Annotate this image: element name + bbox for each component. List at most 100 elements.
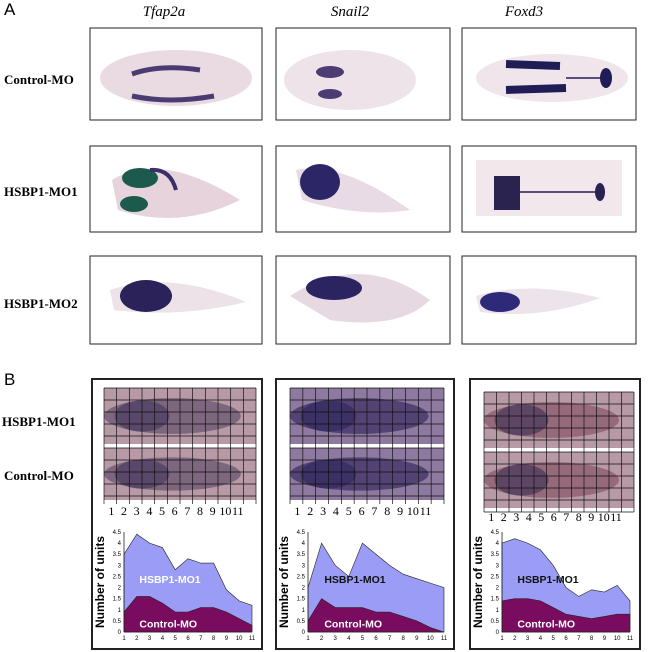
grid-number: 6 [550, 510, 557, 524]
x-tick-label: 3 [526, 636, 530, 642]
grid-number: 8 [197, 504, 203, 518]
x-tick-label: 11 [627, 636, 634, 642]
y-tick-label: 0 [496, 630, 500, 636]
embryo-image-mo1-foxd3 [461, 145, 637, 233]
y-tick-label: 3.5 [113, 552, 122, 558]
x-tick-label: 2 [135, 636, 139, 642]
x-tick-label: 2 [513, 636, 517, 642]
embryo-image-mo2-snail2 [275, 255, 451, 345]
x-tick-label: 1 [122, 636, 126, 642]
grid-number: 10 [597, 510, 610, 524]
x-tick-label: 9 [415, 636, 419, 642]
y-tick-label: 3 [496, 563, 500, 569]
grid-number: 3 [513, 510, 520, 524]
panel-a-embryo-images [89, 27, 637, 345]
series-label-control-mo: Control-MO [139, 619, 197, 631]
area-chart-1: 0 0.5 1 1.5 2 2.5 3 3.5 4 4.5 1 2 3 4 5 6 7 8 9 10 11 Number … [94, 530, 256, 642]
embryo-image-control-tfap2a [89, 27, 263, 121]
y-tick-label: 2 [496, 586, 500, 592]
series-label-hsbp1-mo1: HSBP1-MO1 [324, 574, 385, 586]
series-label-control-mo: Control-MO [517, 619, 575, 631]
x-tick-label: 8 [212, 636, 216, 642]
grid-number: 8 [575, 510, 582, 524]
area-series-control-mo [501, 598, 631, 633]
grid-number: 4 [146, 504, 153, 518]
area-series-control-mo [307, 598, 445, 633]
y-tick-label: 4.5 [297, 530, 306, 536]
y-tick-label: 3.5 [297, 552, 306, 558]
grid-number: 4 [332, 504, 339, 518]
grid-number: 3 [133, 504, 140, 518]
y-axis-label: Number of units [278, 536, 291, 628]
grid-number: 1 [488, 510, 495, 524]
gene-label-snail2: Snail2 [330, 4, 370, 20]
y-tick-label: 0.5 [297, 619, 306, 625]
y-tick-label: 0.5 [113, 619, 122, 625]
x-tick-label: 11 [249, 636, 256, 642]
gridded-image-2 [289, 387, 445, 504]
grid-number: 5 [538, 510, 545, 524]
y-tick-label: 4.5 [113, 530, 122, 536]
x-tick-label: 8 [402, 636, 406, 642]
area-series-control-mo [123, 596, 253, 633]
x-tick-label: 10 [614, 636, 621, 642]
panel-b-row-label-hsbp1-mo1: HSBP1-MO1 [2, 414, 76, 429]
y-tick-label: 1.5 [113, 597, 122, 603]
series-label-hsbp1-mo1: HSBP1-MO1 [517, 574, 578, 586]
gene-label-foxd3: Foxd3 [504, 4, 544, 20]
y-tick-label: 0 [302, 630, 306, 636]
grid-number: 4 [525, 510, 532, 524]
y-axis-label: Number of units [94, 536, 107, 628]
row-label-control-mo: Control-MO [4, 72, 74, 87]
y-tick-label: 2.5 [297, 574, 306, 580]
y-tick-label: 1 [302, 608, 306, 614]
x-tick-label: 5 [174, 636, 178, 642]
panel-b-letter: B [4, 370, 16, 389]
x-tick-label: 6 [374, 636, 378, 642]
grid-number: 10 [406, 504, 419, 518]
area-chart-3: 0 0.5 1 1.5 2 2.5 3 3.5 4 4.5 1 2 3 4 5 6 7 8 9 10 11 Number … [472, 530, 634, 642]
grid-number: 1 [294, 504, 301, 518]
grid-number: 1 [108, 504, 115, 518]
grid-number: 11 [232, 504, 244, 518]
x-tick-label: 5 [552, 636, 556, 642]
y-tick-label: 4.5 [491, 530, 500, 536]
embryo-image-mo1-tfap2a [89, 145, 263, 233]
gridded-image-1 [103, 387, 257, 504]
x-tick-label: 6 [186, 636, 190, 642]
y-tick-label: 3 [118, 563, 122, 569]
grid-number: 5 [345, 504, 352, 518]
x-tick-label: 9 [603, 636, 607, 642]
y-axis-label: Number of units [472, 536, 485, 628]
x-tick-label: 4 [347, 636, 351, 642]
x-tick-label: 7 [199, 636, 203, 642]
grid-number: 2 [307, 504, 314, 518]
row-label-hsbp1-mo2: HSBP1-MO2 [4, 296, 78, 311]
series-label-control-mo: Control-MO [324, 619, 382, 631]
x-tick-label: 9 [225, 636, 229, 642]
x-tick-label: 4 [161, 636, 165, 642]
y-tick-label: 3.5 [491, 552, 500, 558]
embryo-image-mo2-tfap2a [89, 255, 263, 345]
x-tick-label: 4 [539, 636, 543, 642]
y-tick-label: 0.5 [491, 619, 500, 625]
grid-number: 2 [500, 510, 507, 524]
y-tick-label: 2 [302, 586, 306, 592]
x-tick-label: 3 [148, 636, 152, 642]
x-tick-label: 7 [388, 636, 392, 642]
x-tick-label: 10 [236, 636, 243, 642]
y-tick-label: 4 [302, 541, 306, 547]
y-tick-label: 4 [496, 541, 500, 547]
y-tick-label: 2.5 [491, 574, 500, 580]
grid-number: 7 [563, 510, 570, 524]
x-tick-label: 1 [500, 636, 504, 642]
y-tick-label: 1 [118, 608, 122, 614]
grid-number: 2 [121, 504, 127, 518]
x-tick-label: 1 [306, 636, 310, 642]
y-tick-label: 0 [118, 630, 122, 636]
panel-b-row-label-control-mo: Control-MO [4, 468, 74, 483]
y-tick-label: 1.5 [297, 597, 306, 603]
grid-number: 10 [219, 504, 232, 518]
x-tick-label: 8 [590, 636, 594, 642]
